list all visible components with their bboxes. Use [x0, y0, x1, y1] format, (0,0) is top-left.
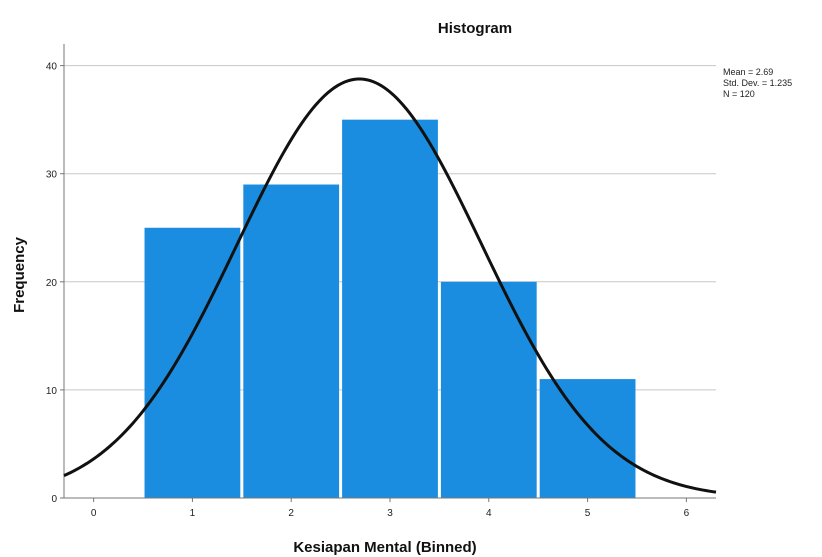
y-axis-label: Frequency	[11, 236, 28, 313]
chart-title: Histogram	[438, 20, 512, 37]
bar-bin-3	[342, 119, 438, 499]
y-tick-label-0: 0	[51, 494, 57, 505]
y-tick-label-40: 40	[46, 62, 58, 73]
x-tick-label-6: 6	[684, 508, 690, 519]
stat-n: N = 120	[723, 89, 755, 99]
bar-bin-4	[440, 281, 537, 498]
stat-mean: Mean = 2.69	[723, 67, 773, 77]
bars	[144, 119, 636, 499]
normal-curve-layer	[63, 77, 717, 494]
stats-legend: Mean = 2.69 Std. Dev. = 1.235 N = 120	[723, 67, 792, 99]
x-tick-label-4: 4	[486, 508, 492, 519]
x-tick-label-1: 1	[190, 508, 196, 519]
y-tick-label-20: 20	[46, 278, 58, 289]
x-tick-label-3: 3	[387, 508, 393, 519]
x-tick-label-2: 2	[288, 508, 294, 519]
tick-labels: 0 10 20 30 40 0 1 2 3 4 5 6	[46, 62, 690, 519]
x-tick-label-5: 5	[585, 508, 591, 519]
bar-bin-5	[539, 379, 636, 498]
bar-bin-2	[243, 184, 340, 498]
stat-std-dev: Std. Dev. = 1.235	[723, 78, 792, 88]
normal-curve	[63, 77, 717, 494]
y-tick-label-10: 10	[46, 386, 58, 397]
x-axis-label: Kesiapan Mental (Binned)	[293, 539, 476, 556]
y-tick-label-30: 30	[46, 170, 58, 181]
x-tick-label-0: 0	[91, 508, 97, 519]
